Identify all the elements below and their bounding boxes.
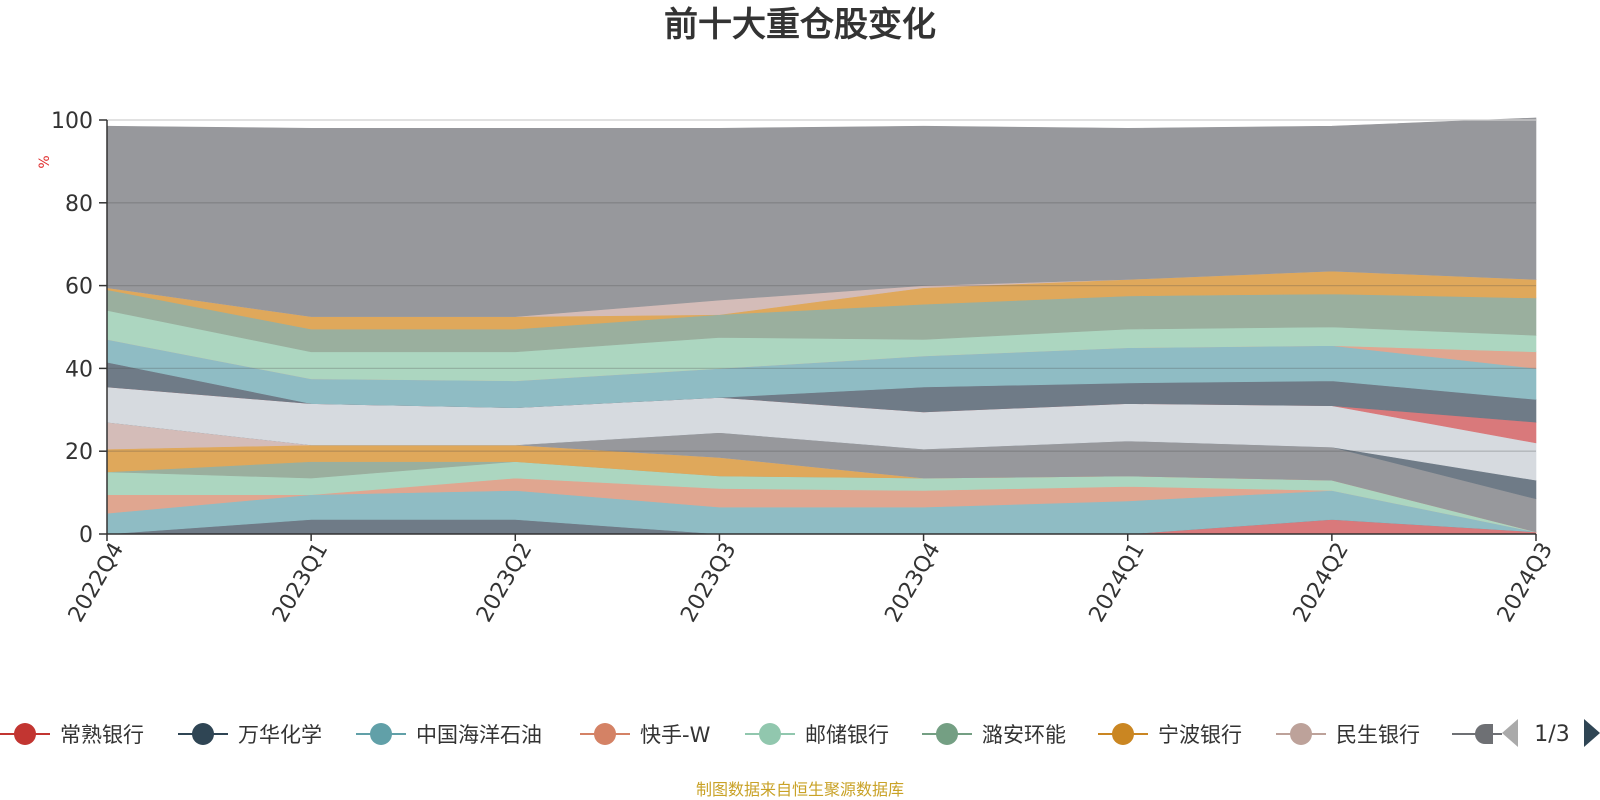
legend-marker: [1475, 724, 1485, 744]
legend-item[interactable]: 民生银行: [1276, 723, 1420, 747]
grid-lines: [107, 119, 1536, 452]
legend-item[interactable]: 中国海洋石油: [356, 723, 542, 747]
legend-item[interactable]: 万华化学: [178, 723, 322, 747]
axes: [106, 120, 1536, 535]
y-axis-label: %: [37, 155, 53, 168]
legend-marker: [1112, 723, 1134, 745]
y-tick-label: 40: [65, 357, 93, 382]
area-series-20: [106, 117, 1537, 317]
legend-marker: [594, 723, 616, 745]
legend-item[interactable]: 潞安环能: [922, 723, 1066, 747]
x-tick-label: 2024Q3: [1493, 539, 1558, 627]
x-tick-label: 2022Q4: [64, 539, 129, 627]
y-tick-label: 60: [65, 275, 93, 300]
legend-pager: 1/3: [1502, 719, 1600, 747]
legend-marker: [370, 723, 392, 745]
x-tick-label: 2023Q3: [676, 539, 741, 627]
legend-item[interactable]: [1452, 724, 1502, 744]
x-ticks: 2022Q4 2023Q1 2023Q2 2023Q3 2023Q4 2024Q1 2024…: [64, 534, 1558, 627]
legend-item[interactable]: 邮储银行: [745, 723, 889, 747]
legend-marker: [759, 723, 781, 745]
pager-label: 1/3: [1534, 722, 1569, 747]
legend-item[interactable]: 快手-W: [580, 723, 711, 747]
y-tick-label: 0: [79, 523, 93, 548]
legend-label: 潞安环能: [982, 723, 1066, 747]
legend-label: 快手-W: [640, 723, 711, 747]
y-tick-label: 100: [51, 109, 93, 134]
legend-label: 常熟银行: [60, 723, 144, 747]
x-tick-label: 2024Q1: [1085, 539, 1150, 627]
legend: 常熟银行 万华化学 中国海洋石油 快手-W 邮储银行 潞安环能 宁波银行 民生银行: [0, 723, 1502, 747]
chart-title: 前十大重仓股变化: [664, 5, 936, 45]
x-tick-label: 2024Q2: [1289, 539, 1354, 627]
legend-item[interactable]: 常熟银行: [0, 723, 144, 747]
y-tick-label: 20: [65, 440, 93, 465]
legend-label: 邮储银行: [805, 723, 889, 747]
x-tick-label: 2023Q2: [472, 539, 537, 627]
legend-label: 民生银行: [1336, 723, 1420, 747]
legend-marker: [936, 723, 958, 745]
y-tick-label: 80: [65, 192, 93, 217]
next-page-icon[interactable]: [1584, 719, 1600, 747]
legend-item[interactable]: 宁波银行: [1098, 723, 1242, 747]
prev-page-icon[interactable]: [1502, 719, 1518, 747]
legend-marker: [14, 723, 36, 745]
legend-marker: [1290, 723, 1312, 745]
legend-marker: [192, 723, 214, 745]
legend-marker: [1485, 724, 1493, 744]
source-note: 制图数据来自恒生聚源数据库: [696, 780, 904, 799]
legend-label: 万华化学: [238, 723, 322, 747]
y-ticks: 0 20 40 60 80 100: [51, 109, 107, 548]
x-tick-label: 2023Q1: [268, 539, 333, 627]
x-tick-label: 2023Q4: [880, 539, 945, 627]
legend-label: 中国海洋石油: [416, 723, 542, 747]
area-layer: [106, 117, 1537, 535]
legend-label: 宁波银行: [1158, 723, 1242, 747]
